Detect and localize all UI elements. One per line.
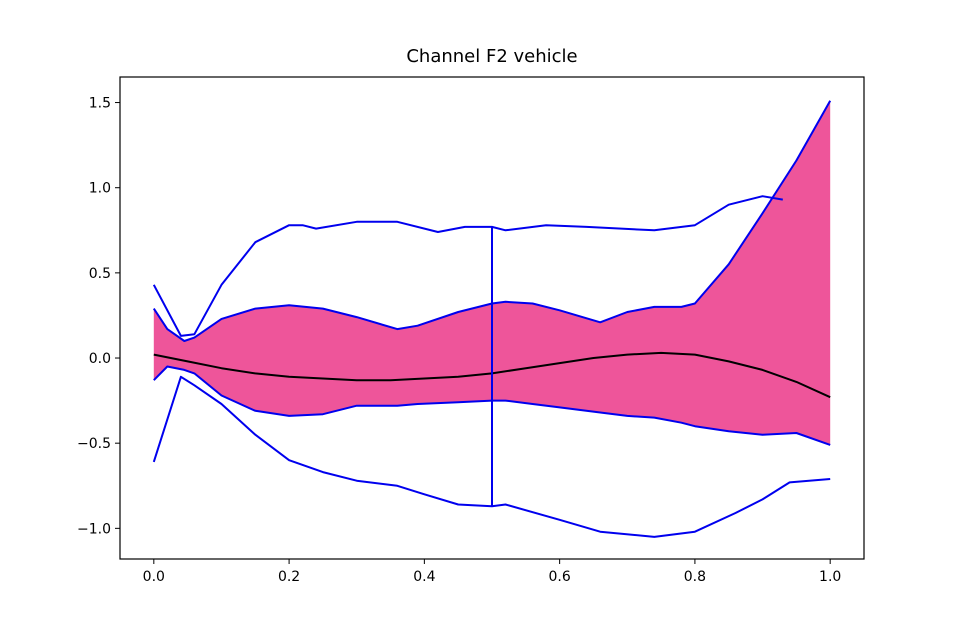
y-tick-label: −0.5 (77, 436, 111, 452)
plot-marks (152, 100, 832, 538)
plot-frame (119, 76, 865, 560)
y-tick-label: 1.5 (89, 96, 111, 112)
y-tick-label: 0.5 (89, 266, 111, 282)
confidence-band (153, 100, 831, 445)
x-tick-label: 1.0 (819, 569, 841, 585)
y-tick-label: −1.0 (77, 521, 111, 537)
chart-title: Channel F2 vehicle (406, 46, 577, 67)
x-tick-label: 0.2 (278, 569, 300, 585)
x-tick-label: 0.8 (684, 569, 706, 585)
x-tick-label: 0.6 (549, 569, 571, 585)
x-axis: 0.0 0.2 0.4 0.6 0.8 1.0 (143, 559, 841, 585)
x-tick-label: 0.4 (413, 569, 435, 585)
series-outer-lower-line (152, 375, 831, 538)
y-axis: −1.0 −0.5 0.0 0.5 1.0 1.5 (77, 96, 120, 537)
series-outer-upper-line (152, 195, 783, 337)
y-tick-label: 1.0 (89, 181, 111, 197)
x-tick-label: 0.0 (143, 569, 165, 585)
y-tick-label: 0.0 (89, 351, 111, 367)
